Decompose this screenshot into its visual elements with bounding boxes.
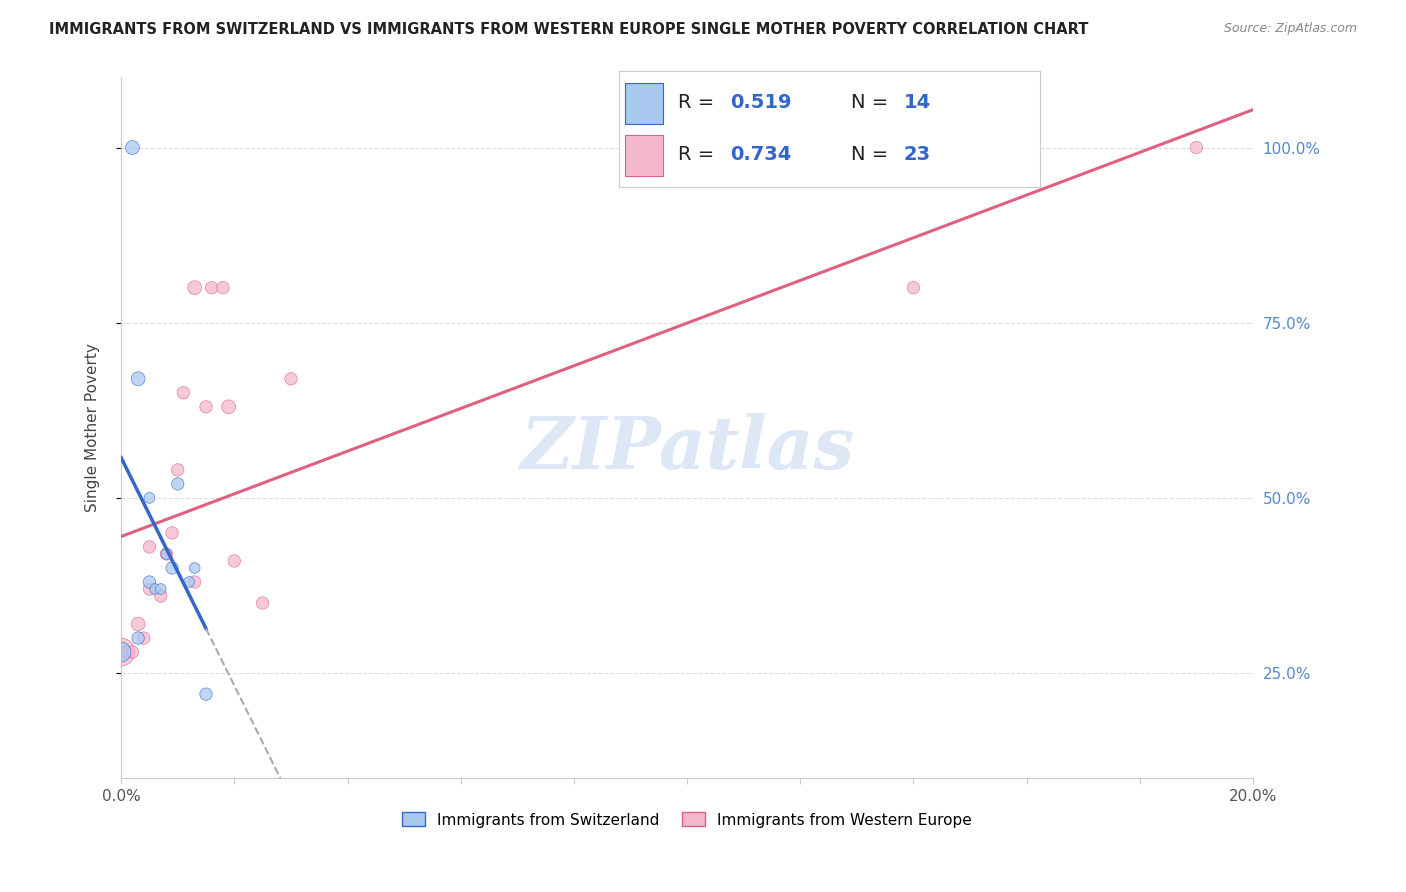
Text: N =: N = — [851, 145, 894, 164]
Point — [183, 281, 205, 295]
Bar — [624, 135, 664, 176]
Point — [138, 574, 160, 589]
Point — [138, 540, 160, 554]
Point — [166, 476, 188, 491]
Point — [138, 491, 160, 505]
Bar — [624, 83, 664, 123]
Text: 0.734: 0.734 — [731, 145, 792, 164]
Y-axis label: Single Mother Poverty: Single Mother Poverty — [86, 343, 100, 512]
Point — [121, 140, 143, 154]
Point — [195, 687, 218, 701]
Point — [127, 631, 149, 645]
Point — [224, 554, 246, 568]
Point — [138, 582, 160, 596]
Point — [160, 525, 183, 540]
Point — [183, 561, 205, 575]
Point — [143, 582, 166, 596]
Point — [1185, 140, 1208, 154]
Point — [280, 372, 302, 386]
Point — [903, 281, 925, 295]
Point — [110, 645, 132, 659]
Text: ZIPatlas: ZIPatlas — [520, 413, 853, 484]
Text: IMMIGRANTS FROM SWITZERLAND VS IMMIGRANTS FROM WESTERN EUROPE SINGLE MOTHER POVE: IMMIGRANTS FROM SWITZERLAND VS IMMIGRANT… — [49, 22, 1088, 37]
Point — [110, 645, 132, 659]
Point — [160, 561, 183, 575]
Point — [127, 617, 149, 632]
Text: N =: N = — [851, 93, 894, 112]
Point — [155, 547, 177, 561]
Text: 0.519: 0.519 — [731, 93, 792, 112]
Text: Source: ZipAtlas.com: Source: ZipAtlas.com — [1223, 22, 1357, 36]
Point — [212, 281, 235, 295]
Text: R =: R = — [678, 145, 720, 164]
Point — [218, 400, 240, 414]
Point — [149, 582, 172, 596]
Point — [201, 281, 224, 295]
Point — [155, 547, 177, 561]
Text: 14: 14 — [904, 93, 931, 112]
Point — [127, 372, 149, 386]
Text: 23: 23 — [904, 145, 931, 164]
Point — [252, 596, 274, 610]
Legend: Immigrants from Switzerland, Immigrants from Western Europe: Immigrants from Switzerland, Immigrants … — [395, 806, 979, 834]
Point — [172, 385, 194, 400]
Point — [183, 574, 205, 589]
Point — [121, 645, 143, 659]
Point — [177, 574, 200, 589]
Point — [166, 463, 188, 477]
Text: R =: R = — [678, 93, 720, 112]
Point — [132, 631, 155, 645]
Point — [149, 589, 172, 603]
Point — [115, 645, 138, 659]
Point — [195, 400, 218, 414]
